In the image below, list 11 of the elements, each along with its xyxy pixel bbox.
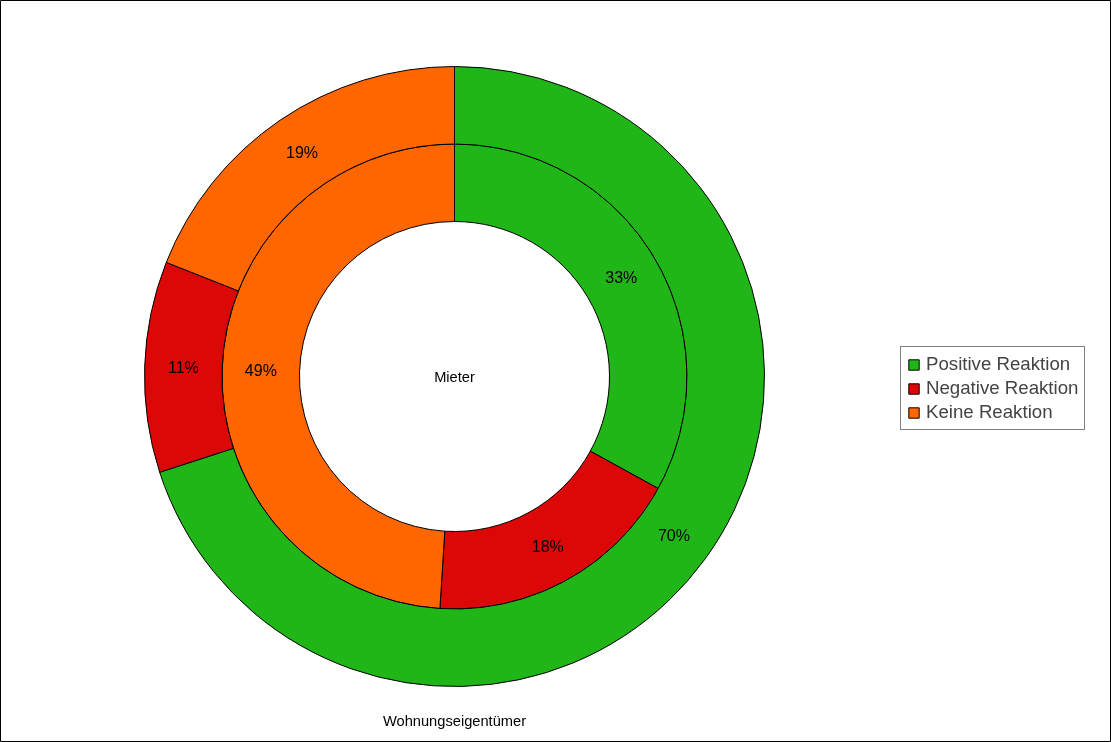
data-label: 19% (286, 143, 319, 161)
data-label: 70% (657, 527, 690, 545)
data-label: 33% (605, 269, 638, 287)
data-label: 11% (167, 359, 199, 377)
slice-label: Wohnungseigentümer (382, 712, 527, 729)
data-label: 49% (244, 361, 277, 379)
legend-label: Keine Reaktion (926, 401, 1053, 423)
data-label: 18% (531, 537, 564, 555)
legend-label: Positive Reaktion (926, 353, 1071, 375)
legend-label: Negative Reaktion (926, 377, 1079, 399)
slice-label: Mieter (434, 368, 475, 385)
